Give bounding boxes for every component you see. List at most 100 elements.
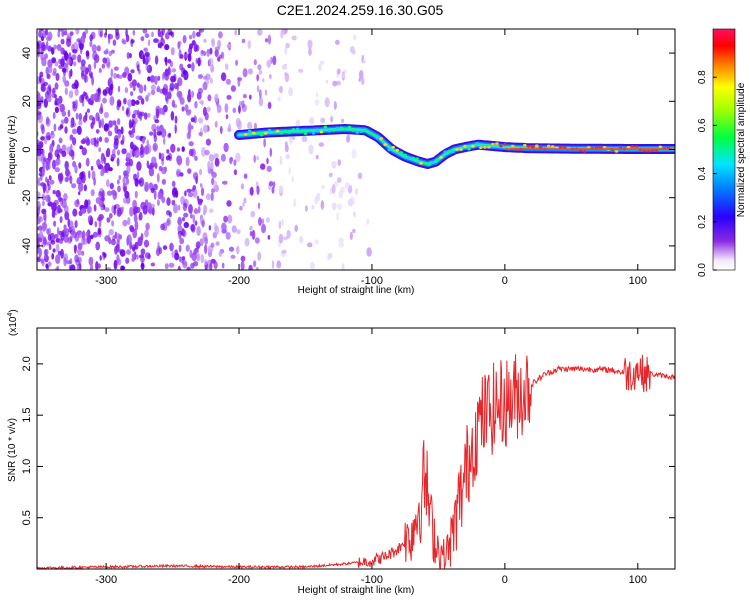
- noise-point: [278, 233, 284, 244]
- noise-point: [127, 99, 133, 108]
- noise-point: [178, 91, 183, 101]
- noise-point: [70, 68, 73, 77]
- noise-point: [129, 206, 134, 217]
- noise-point: [136, 171, 140, 179]
- noise-point: [294, 224, 299, 232]
- noise-point: [104, 207, 110, 213]
- noise-point: [44, 248, 49, 256]
- noise-point: [80, 139, 87, 145]
- noise-point: [188, 141, 194, 147]
- noise-point: [239, 100, 242, 106]
- noise-point: [151, 156, 157, 165]
- noise-point: [106, 190, 113, 196]
- noise-point: [233, 159, 237, 166]
- noise-point: [124, 170, 129, 177]
- noise-point: [98, 191, 103, 198]
- noise-point: [75, 99, 78, 109]
- noise-point: [281, 29, 287, 35]
- noise-point: [223, 142, 229, 153]
- noise-point: [155, 108, 160, 119]
- noise-point: [242, 94, 247, 99]
- noise-point: [77, 248, 82, 256]
- noise-point: [278, 85, 283, 94]
- noise-point: [203, 258, 208, 266]
- noise-point: [163, 137, 166, 145]
- noise-point: [256, 185, 260, 195]
- noise-point: [117, 149, 120, 156]
- noise-point: [336, 212, 339, 222]
- noise-point: [211, 188, 215, 194]
- noise-point: [202, 75, 208, 80]
- noise-point: [229, 156, 234, 163]
- noise-point: [206, 106, 211, 112]
- noise-point: [192, 30, 196, 39]
- noise-point: [179, 172, 184, 177]
- noise-point: [318, 142, 325, 147]
- noise-point: [95, 112, 100, 122]
- noise-point: [267, 235, 271, 240]
- colorbar-label: Normalized spectral amplitude: [736, 82, 747, 217]
- noise-point: [249, 186, 254, 196]
- noise-point: [40, 123, 45, 131]
- ridge-point: [331, 128, 336, 132]
- noise-point: [120, 126, 124, 135]
- noise-point: [96, 45, 101, 52]
- noise-point: [68, 264, 72, 270]
- ridge-point: [259, 133, 264, 137]
- noise-point: [129, 148, 133, 158]
- noise-point: [333, 101, 337, 110]
- noise-point: [366, 247, 372, 257]
- ridge-point: [355, 131, 360, 134]
- noise-point: [262, 78, 265, 83]
- noise-point: [314, 239, 320, 245]
- noise-point: [61, 144, 67, 153]
- noise-point: [254, 237, 260, 244]
- noise-point: [195, 241, 201, 249]
- noise-point: [143, 239, 150, 248]
- noise-point: [227, 214, 233, 224]
- noise-point: [319, 60, 325, 65]
- noise-point: [176, 170, 181, 178]
- noise-point: [278, 220, 282, 230]
- noise-point: [54, 61, 59, 67]
- noise-point: [128, 158, 134, 167]
- noise-point: [167, 91, 172, 100]
- noise-point: [195, 44, 200, 52]
- colorbar-tick-label: 0.8: [697, 70, 708, 84]
- noise-point: [116, 104, 120, 111]
- noise-point: [87, 205, 92, 214]
- noise-point: [230, 254, 236, 259]
- noise-point: [145, 222, 150, 231]
- ridge-point: [347, 125, 352, 129]
- noise-point: [240, 183, 245, 190]
- noise-point: [357, 172, 363, 179]
- noise-point: [100, 155, 104, 165]
- noise-point: [103, 124, 109, 132]
- snr-ytick-label: 1.0: [21, 459, 33, 474]
- noise-point: [131, 253, 136, 259]
- noise-point: [112, 39, 117, 46]
- noise-point: [98, 219, 102, 228]
- noise-point: [225, 232, 231, 240]
- ridge-point: [367, 131, 372, 135]
- noise-point: [50, 202, 57, 212]
- noise-point: [232, 107, 237, 114]
- ridge-point: [435, 158, 439, 161]
- noise-point: [195, 57, 198, 64]
- noise-point: [161, 196, 166, 204]
- noise-point: [152, 142, 158, 152]
- noise-point: [256, 74, 260, 82]
- ridge-point: [307, 129, 312, 133]
- noise-point: [55, 254, 61, 264]
- noise-point: [158, 165, 163, 172]
- colorbar-tick-label: 0.0: [697, 263, 708, 277]
- noise-point: [82, 115, 87, 123]
- noise-point: [192, 188, 198, 198]
- ridge-point: [263, 132, 268, 135]
- noise-point: [166, 210, 171, 216]
- noise-point: [77, 54, 82, 63]
- noise-point: [288, 166, 291, 175]
- noise-point: [41, 193, 46, 201]
- noise-point: [314, 98, 320, 106]
